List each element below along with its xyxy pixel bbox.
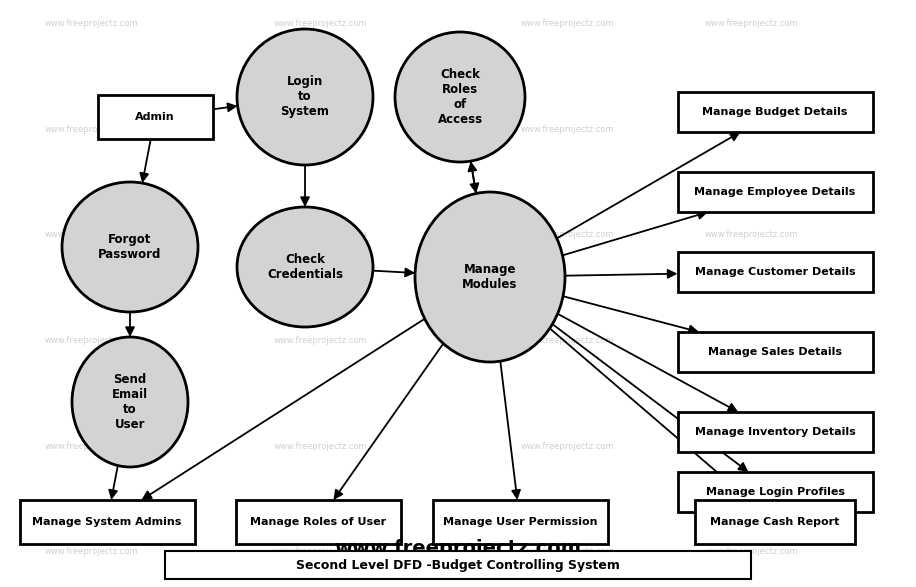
- Text: www.freeprojectz.com: www.freeprojectz.com: [274, 547, 367, 556]
- Ellipse shape: [237, 29, 373, 165]
- Text: www.freeprojectz.com: www.freeprojectz.com: [704, 441, 798, 451]
- Text: Manage Roles of User: Manage Roles of User: [250, 517, 386, 527]
- Text: www.freeprojectz.com: www.freeprojectz.com: [521, 336, 615, 345]
- Text: www.freeprojectz.com: www.freeprojectz.com: [521, 547, 615, 556]
- FancyBboxPatch shape: [678, 92, 873, 132]
- Text: www.freeprojectz.com: www.freeprojectz.com: [521, 19, 615, 28]
- Text: Manage Budget Details: Manage Budget Details: [703, 107, 847, 117]
- Text: Forgot
Password: Forgot Password: [98, 233, 162, 261]
- Text: www.freeprojectz.com: www.freeprojectz.com: [274, 336, 367, 345]
- Text: www.freeprojectz.com: www.freeprojectz.com: [334, 539, 582, 558]
- Text: www.freeprojectz.com: www.freeprojectz.com: [704, 336, 798, 345]
- Text: www.freeprojectz.com: www.freeprojectz.com: [45, 336, 138, 345]
- FancyBboxPatch shape: [695, 500, 855, 544]
- Text: www.freeprojectz.com: www.freeprojectz.com: [704, 19, 798, 28]
- Text: www.freeprojectz.com: www.freeprojectz.com: [521, 441, 615, 451]
- FancyBboxPatch shape: [19, 500, 194, 544]
- Text: Manage System Admins: Manage System Admins: [32, 517, 181, 527]
- Text: www.freeprojectz.com: www.freeprojectz.com: [274, 19, 367, 28]
- FancyBboxPatch shape: [678, 172, 873, 212]
- FancyBboxPatch shape: [235, 500, 400, 544]
- Text: www.freeprojectz.com: www.freeprojectz.com: [521, 124, 615, 134]
- Text: Manage Inventory Details: Manage Inventory Details: [694, 427, 856, 437]
- Text: Send
Email
to
User: Send Email to User: [112, 373, 148, 431]
- Text: Check
Roles
of
Access: Check Roles of Access: [438, 68, 483, 126]
- Text: www.freeprojectz.com: www.freeprojectz.com: [274, 230, 367, 239]
- Text: Check
Credentials: Check Credentials: [267, 253, 343, 281]
- FancyBboxPatch shape: [97, 95, 213, 139]
- Ellipse shape: [62, 182, 198, 312]
- Text: www.freeprojectz.com: www.freeprojectz.com: [704, 230, 798, 239]
- Text: Admin: Admin: [136, 112, 175, 122]
- Text: www.freeprojectz.com: www.freeprojectz.com: [274, 124, 367, 134]
- FancyBboxPatch shape: [678, 412, 873, 452]
- FancyBboxPatch shape: [165, 551, 751, 579]
- Text: www.freeprojectz.com: www.freeprojectz.com: [704, 547, 798, 556]
- Text: Manage Sales Details: Manage Sales Details: [708, 347, 842, 357]
- Text: Manage Customer Details: Manage Customer Details: [694, 267, 856, 277]
- Text: www.freeprojectz.com: www.freeprojectz.com: [45, 230, 138, 239]
- Ellipse shape: [415, 192, 565, 362]
- Ellipse shape: [72, 337, 188, 467]
- Text: www.freeprojectz.com: www.freeprojectz.com: [521, 230, 615, 239]
- FancyBboxPatch shape: [678, 332, 873, 372]
- Text: www.freeprojectz.com: www.freeprojectz.com: [45, 19, 138, 28]
- Text: Manage Login Profiles: Manage Login Profiles: [705, 487, 845, 497]
- Text: Second Level DFD -Budget Controlling System: Second Level DFD -Budget Controlling Sys…: [296, 558, 620, 572]
- FancyBboxPatch shape: [678, 472, 873, 512]
- Text: Manage User Permission: Manage User Permission: [442, 517, 597, 527]
- FancyBboxPatch shape: [678, 252, 873, 292]
- Text: Login
to
System: Login to System: [280, 76, 330, 119]
- Text: www.freeprojectz.com: www.freeprojectz.com: [274, 441, 367, 451]
- Ellipse shape: [395, 32, 525, 162]
- Text: www.freeprojectz.com: www.freeprojectz.com: [45, 547, 138, 556]
- Text: www.freeprojectz.com: www.freeprojectz.com: [704, 124, 798, 134]
- Ellipse shape: [237, 207, 373, 327]
- Text: Manage Cash Report: Manage Cash Report: [710, 517, 840, 527]
- Text: www.freeprojectz.com: www.freeprojectz.com: [45, 124, 138, 134]
- Text: Manage
Modules: Manage Modules: [463, 263, 518, 291]
- Text: Manage Employee Details: Manage Employee Details: [694, 187, 856, 197]
- FancyBboxPatch shape: [432, 500, 607, 544]
- Text: www.freeprojectz.com: www.freeprojectz.com: [45, 441, 138, 451]
